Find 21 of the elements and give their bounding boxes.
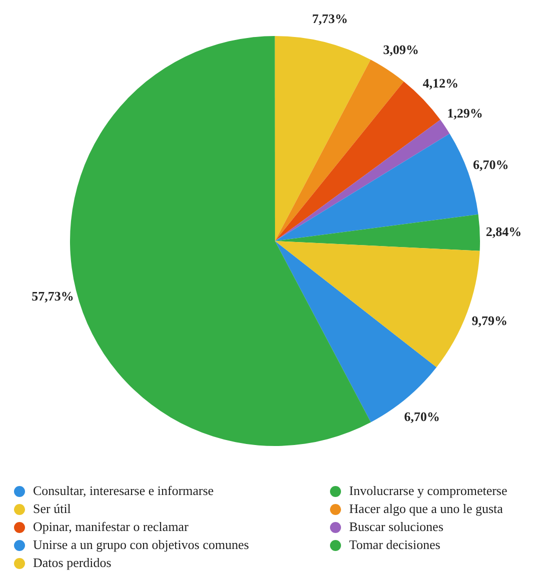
legend-label: Involucrarse y comprometerse [349, 483, 508, 499]
legend-label: Ser útil [33, 501, 71, 517]
data-label: 2,84% [486, 224, 522, 240]
data-label: 6,70% [404, 409, 440, 424]
data-label: 3,09% [383, 42, 419, 58]
data-label: 57,73% [32, 288, 74, 304]
data-label: 1,29% [447, 106, 483, 121]
data-label: 6,70% [472, 156, 509, 172]
legend-label: Datos perdidos [33, 555, 112, 571]
pie-slice [275, 214, 480, 251]
pie-slice [275, 120, 450, 241]
legend-label: Hacer algo que a uno le gusta [349, 501, 503, 517]
legend-label: Tomar decisiones [349, 537, 440, 553]
legend-label: Buscar soluciones [349, 519, 444, 535]
legend-label: Unirse a un grupo con objetivos comunes [33, 537, 249, 553]
legend-label: Consultar, interesarse e informarse [33, 483, 214, 499]
legend-label: Opinar, manifestar o reclamar [33, 519, 188, 535]
data-label: 7,73% [312, 11, 348, 26]
data-label: 4,12% [422, 75, 459, 90]
pie-slice [275, 60, 404, 241]
data-label: 9,79% [472, 313, 508, 328]
